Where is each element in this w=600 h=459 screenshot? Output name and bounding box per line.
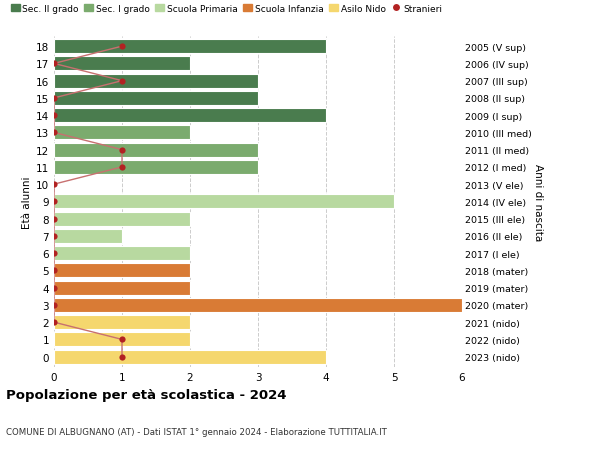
Point	[49, 129, 59, 137]
Point	[49, 302, 59, 309]
Bar	[54, 298, 462, 312]
Bar	[54, 264, 190, 278]
Point	[49, 112, 59, 120]
Point	[49, 233, 59, 240]
Point	[117, 164, 127, 171]
Bar	[54, 143, 258, 157]
Bar	[54, 212, 190, 226]
Point	[49, 61, 59, 68]
Bar	[54, 74, 258, 89]
Y-axis label: Anni di nascita: Anni di nascita	[533, 163, 543, 241]
Bar	[54, 40, 326, 54]
Point	[49, 198, 59, 206]
Point	[49, 319, 59, 326]
Bar	[54, 246, 190, 261]
Bar	[54, 92, 258, 106]
Text: COMUNE DI ALBUGNANO (AT) - Dati ISTAT 1° gennaio 2024 - Elaborazione TUTTITALIA.: COMUNE DI ALBUGNANO (AT) - Dati ISTAT 1°…	[6, 427, 387, 436]
Text: Popolazione per età scolastica - 2024: Popolazione per età scolastica - 2024	[6, 388, 287, 401]
Bar	[54, 230, 122, 243]
Bar	[54, 109, 326, 123]
Bar	[54, 315, 190, 330]
Point	[117, 353, 127, 361]
Point	[49, 95, 59, 102]
Bar	[54, 195, 394, 209]
Legend: Sec. II grado, Sec. I grado, Scuola Primaria, Scuola Infanzia, Asilo Nido, Stran: Sec. II grado, Sec. I grado, Scuola Prim…	[11, 5, 442, 13]
Point	[49, 267, 59, 274]
Point	[49, 181, 59, 188]
Point	[49, 250, 59, 257]
Point	[49, 215, 59, 223]
Point	[49, 284, 59, 292]
Bar	[54, 350, 326, 364]
Point	[117, 336, 127, 343]
Point	[117, 78, 127, 85]
Bar	[54, 161, 258, 174]
Bar	[54, 281, 190, 295]
Bar	[54, 126, 190, 140]
Y-axis label: Età alunni: Età alunni	[22, 176, 32, 228]
Point	[117, 147, 127, 154]
Point	[117, 44, 127, 51]
Bar	[54, 57, 190, 71]
Bar	[54, 333, 190, 347]
